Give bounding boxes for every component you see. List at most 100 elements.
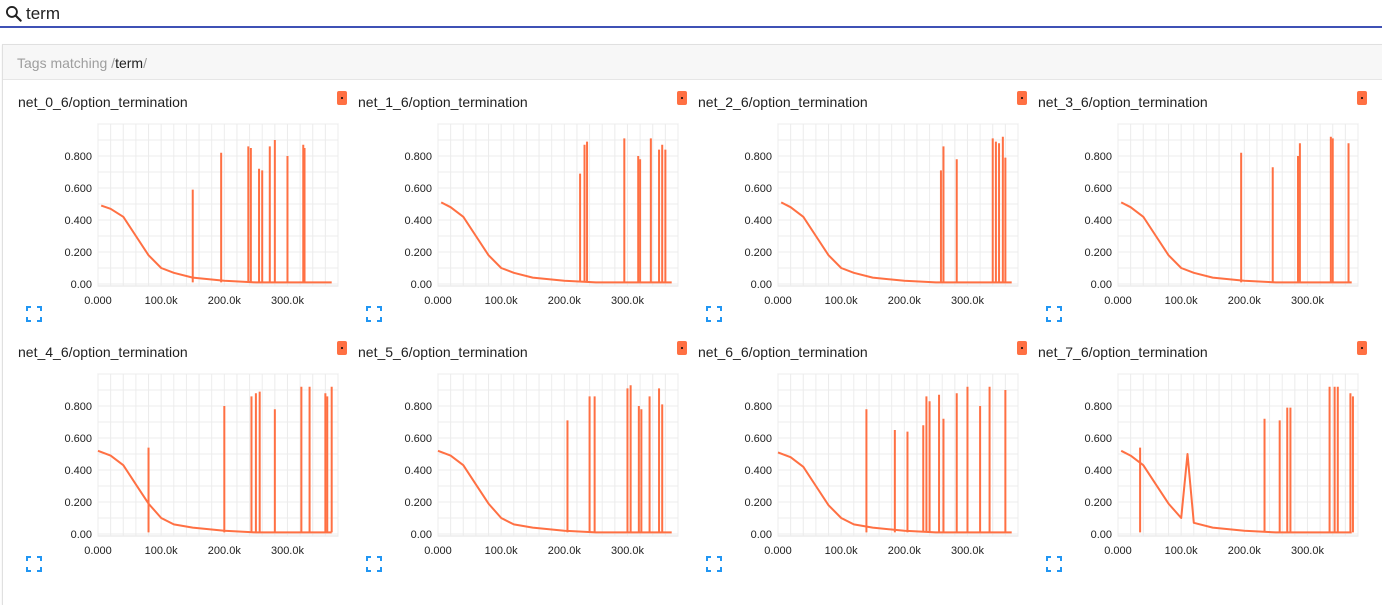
fullscreen-icon[interactable] (1046, 306, 1062, 322)
y-tick-label: 0.400 (64, 465, 92, 477)
y-tick-label: 0.800 (404, 401, 432, 413)
chart-card: net_7_6/option_termination 0.00 0.200 0.400… (1022, 336, 1367, 576)
x-tick-label: 300.0k (951, 295, 985, 307)
fullscreen-icon[interactable] (706, 556, 722, 572)
y-tick-label: 0.00 (751, 529, 772, 541)
y-tick-label: 0.200 (1084, 247, 1112, 259)
search-bar[interactable] (0, 0, 1382, 28)
y-tick-label: 0.400 (1084, 465, 1112, 477)
search-input[interactable] (26, 2, 626, 26)
line-chart: 0.00 0.200 0.400 0.600 0.800 0.000 100.0k 200.0… (404, 123, 679, 307)
series-line (440, 201, 672, 284)
x-tick-label: 200.0k (1228, 545, 1262, 557)
x-tick-label: 200.0k (888, 545, 922, 557)
fullscreen-icon[interactable] (26, 556, 42, 572)
plot-area (777, 373, 1019, 537)
chart-title: net_2_6/option_termination (698, 94, 868, 110)
y-tick-label: 0.00 (411, 279, 432, 291)
series-line (1120, 201, 1352, 284)
x-tick-label: 100.0k (1165, 295, 1199, 307)
y-tick-label: 0.00 (1091, 279, 1112, 291)
fullscreen-icon-path (26, 556, 42, 572)
run-color-badge (337, 341, 347, 355)
chart-title: net_1_6/option_termination (358, 94, 528, 110)
y-tick-label: 0.200 (64, 247, 92, 259)
fullscreen-icon[interactable] (366, 556, 382, 572)
fullscreen-icon-path (706, 306, 722, 322)
y-tick-label: 0.400 (404, 465, 432, 477)
y-tick-label: 0.00 (71, 279, 92, 291)
x-tick-label: 300.0k (951, 545, 985, 557)
fullscreen-icon-path (366, 306, 382, 322)
series-line (437, 449, 672, 534)
x-tick-label: 100.0k (485, 295, 519, 307)
chart-card: net_3_6/option_termination 0.00 0.200 0.400… (1022, 86, 1367, 326)
y-tick-label: 0.600 (404, 433, 432, 445)
search-icon (6, 6, 22, 22)
fullscreen-icon-path (706, 556, 722, 572)
x-tick-label: 200.0k (888, 295, 922, 307)
y-tick-label: 0.600 (64, 183, 92, 195)
x-tick-label: 300.0k (271, 295, 305, 307)
x-tick-label: 0.000 (1104, 295, 1132, 307)
y-tick-label: 0.400 (744, 215, 772, 227)
y-tick-label: 0.800 (744, 401, 772, 413)
fullscreen-icon-path (1046, 556, 1062, 572)
y-tick-label: 0.800 (64, 151, 92, 163)
y-tick-label: 0.400 (1084, 215, 1112, 227)
chart-card: net_6_6/option_termination 0.00 0.200 0.400… (682, 336, 1027, 576)
y-tick-label: 0.400 (64, 215, 92, 227)
run-color-badge (1017, 91, 1027, 105)
tags-prefix: Tags matching (17, 55, 112, 71)
y-tick-label: 0.00 (1091, 529, 1112, 541)
run-color-badge (1357, 91, 1367, 105)
x-tick-label: 100.0k (1165, 545, 1199, 557)
pattern-close: / (143, 55, 147, 71)
y-tick-label: 0.600 (404, 183, 432, 195)
run-color-badge (677, 341, 687, 355)
x-tick-label: 100.0k (825, 545, 859, 557)
x-tick-label: 300.0k (611, 295, 645, 307)
x-tick-label: 100.0k (485, 545, 519, 557)
plot-area (97, 123, 339, 287)
fullscreen-icon[interactable] (366, 306, 382, 322)
y-tick-label: 0.600 (1084, 183, 1112, 195)
series-line (1120, 449, 1352, 534)
y-tick-label: 0.800 (744, 151, 772, 163)
run-color-badge (677, 91, 687, 105)
line-chart: 0.00 0.200 0.400 0.600 0.800 0.000 100.0k 200.0… (1084, 373, 1359, 557)
series-line (777, 451, 1012, 534)
y-tick-label: 0.200 (404, 497, 432, 509)
y-tick-label: 0.200 (404, 247, 432, 259)
y-tick-label: 0.00 (751, 279, 772, 291)
x-tick-label: 200.0k (1228, 295, 1262, 307)
x-tick-label: 300.0k (1291, 295, 1325, 307)
chart-card: net_1_6/option_termination 0.00 0.200 0.400… (342, 86, 687, 326)
plot-area (1117, 373, 1359, 537)
y-tick-label: 0.800 (1084, 401, 1112, 413)
x-tick-label: 300.0k (1291, 545, 1325, 557)
y-tick-label: 0.400 (744, 465, 772, 477)
chart-title: net_0_6/option_termination (18, 94, 188, 110)
run-color-badge (1357, 341, 1367, 355)
y-tick-label: 0.200 (744, 247, 772, 259)
fullscreen-icon[interactable] (706, 306, 722, 322)
y-tick-label: 0.200 (1084, 497, 1112, 509)
fullscreen-icon[interactable] (26, 306, 42, 322)
line-chart: 0.00 0.200 0.400 0.600 0.800 0.000 100.0k 200.0… (64, 373, 339, 557)
chart-card: net_5_6/option_termination 0.00 0.200 0.400… (342, 336, 687, 576)
plot-area (97, 373, 339, 537)
y-tick-label: 0.800 (64, 401, 92, 413)
chart-card: net_0_6/option_termination 0.00 0.200 0.400… (2, 86, 347, 326)
fullscreen-icon-path (26, 306, 42, 322)
y-tick-label: 0.600 (744, 433, 772, 445)
x-tick-label: 0.000 (424, 295, 452, 307)
line-chart: 0.00 0.200 0.400 0.600 0.800 0.000 100.0k 200.0… (1084, 123, 1359, 307)
pattern-open: / (111, 55, 116, 71)
fullscreen-icon[interactable] (1046, 556, 1062, 572)
y-tick-label: 0.600 (1084, 433, 1112, 445)
chart-card: net_2_6/option_termination 0.00 0.200 0.400… (682, 86, 1027, 326)
y-tick-label: 0.00 (411, 529, 432, 541)
plot-area (437, 123, 679, 287)
x-tick-label: 0.000 (424, 545, 452, 557)
